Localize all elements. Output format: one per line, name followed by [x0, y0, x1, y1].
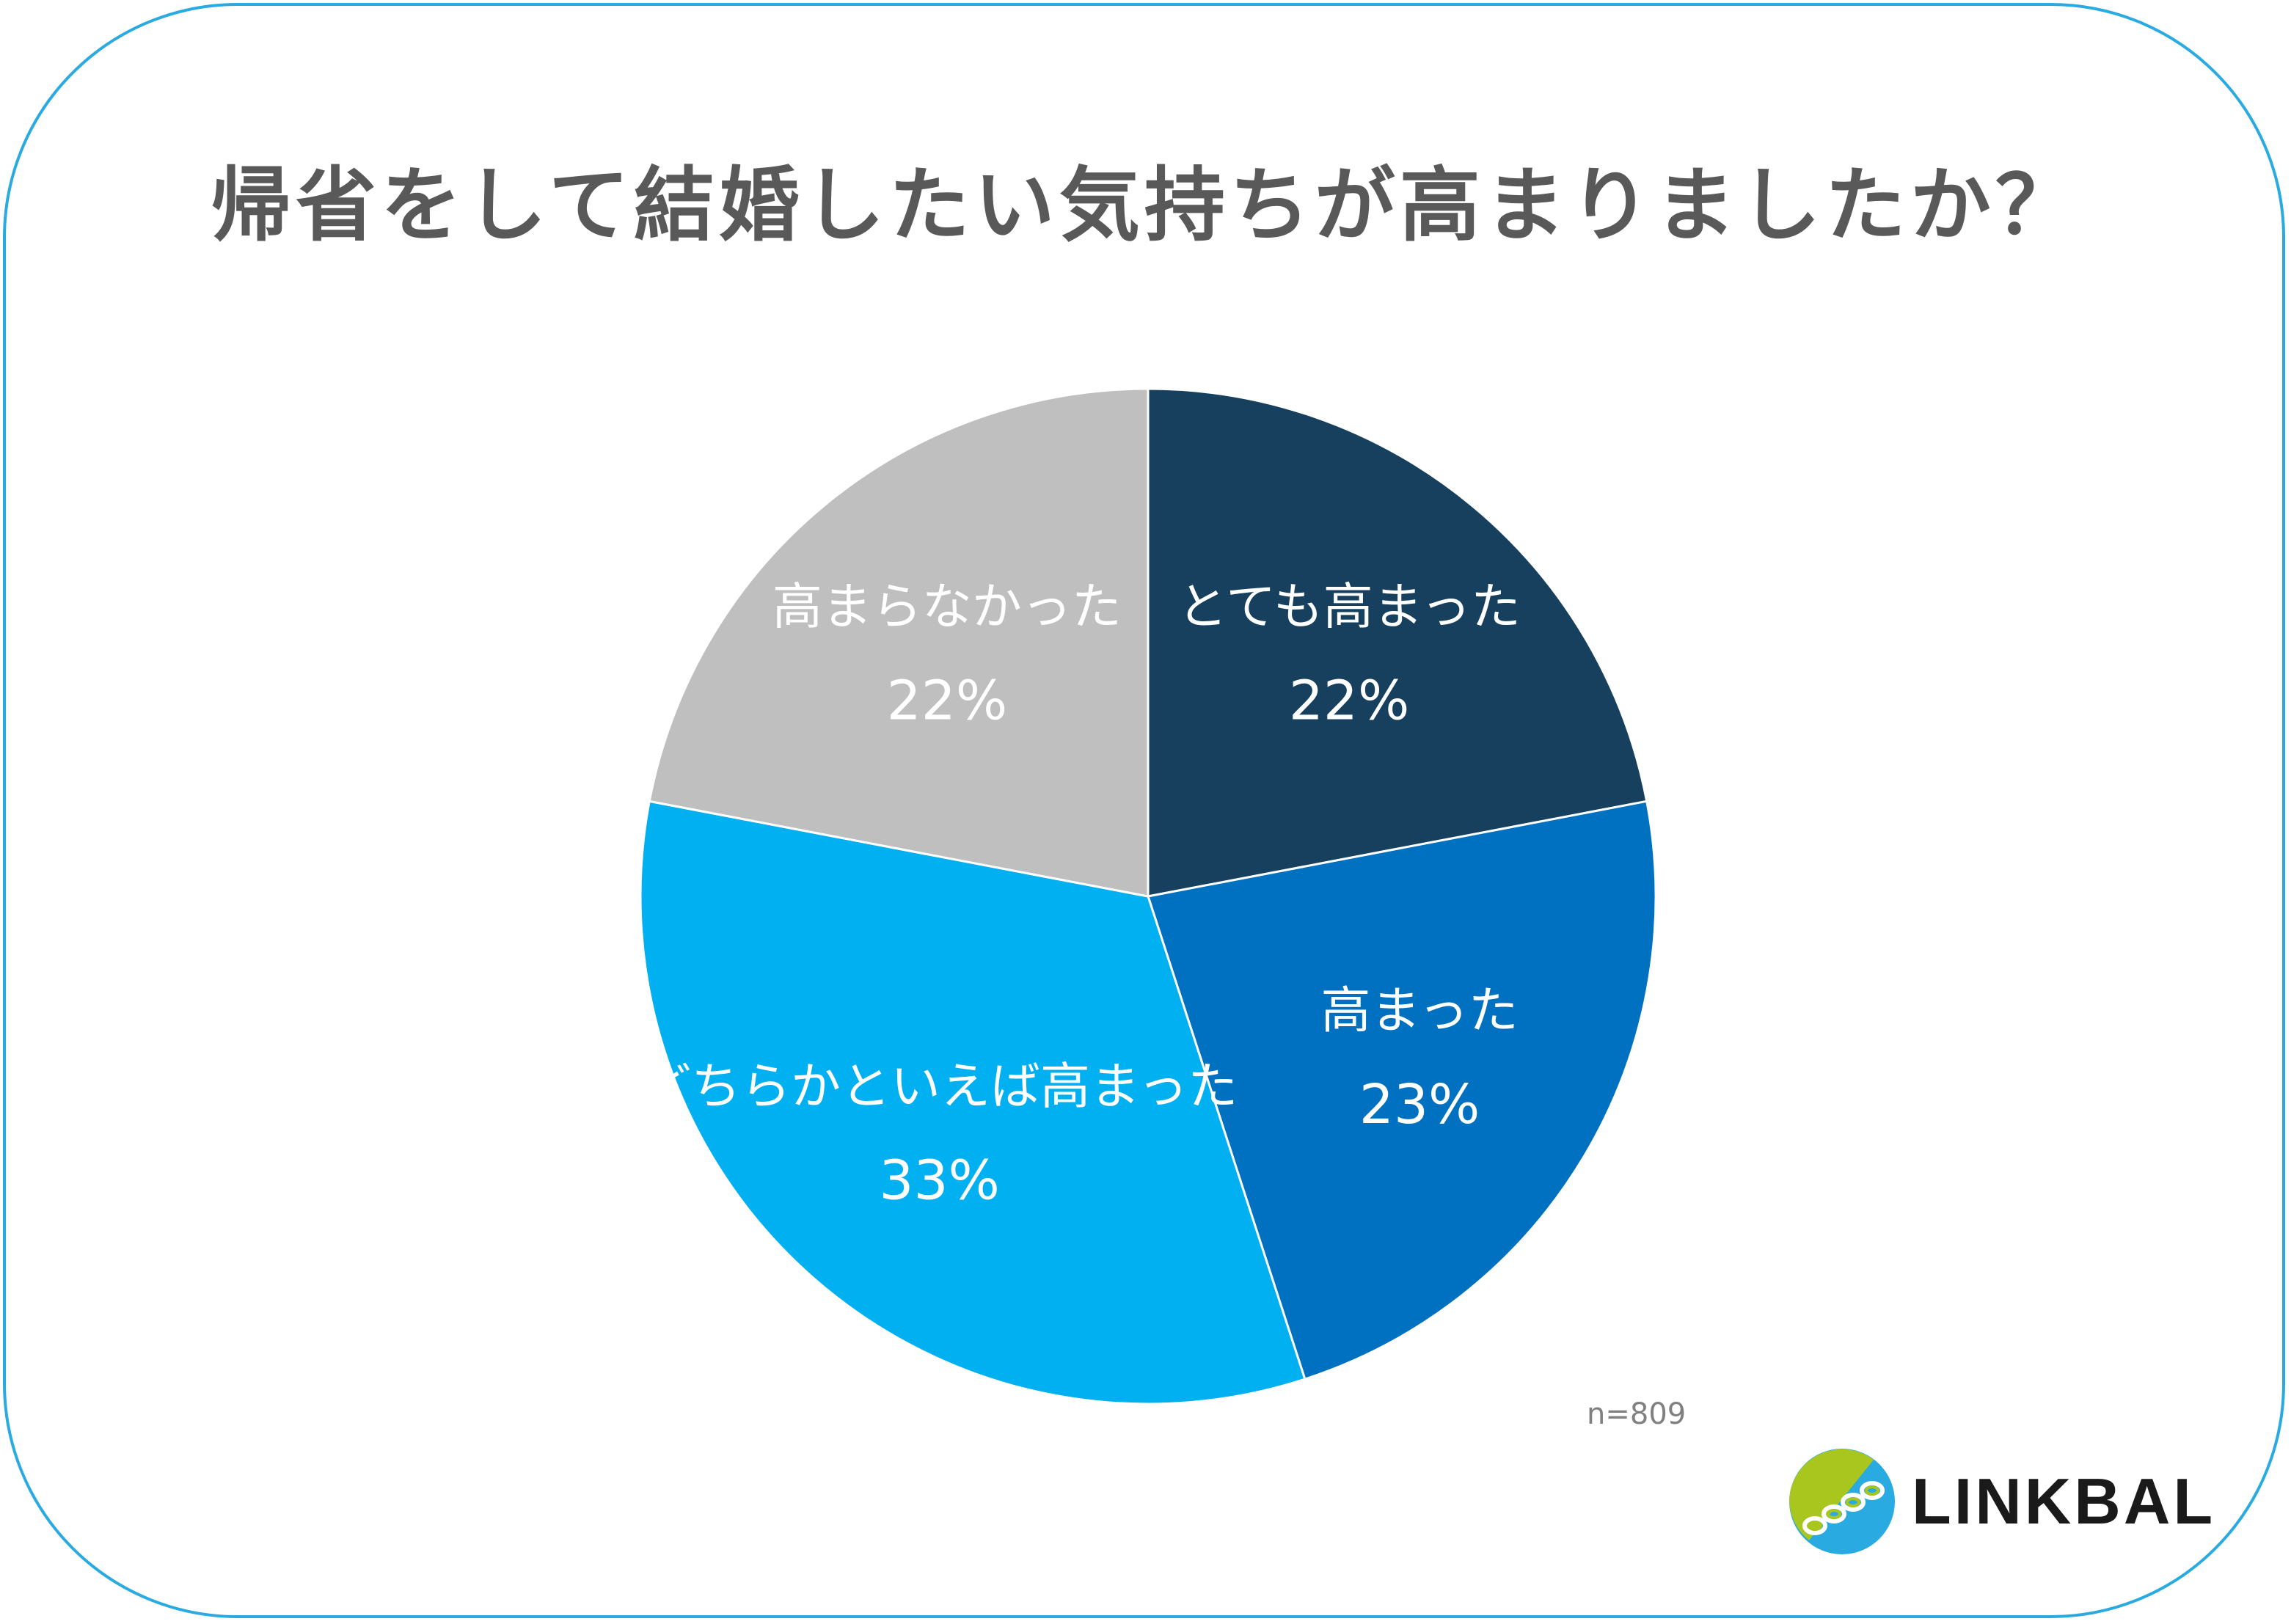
pie-labels: とても高まった 22% 高まった 23% どちらかといえば高まった 33% 高まらなかった 2…: [641, 579, 1521, 1212]
pie-slice-1: [1147, 387, 1648, 898]
chart-title: 帰省をして結婚したい気持ちが高まりましたか？: [211, 158, 2080, 252]
linkbal-logo: LINKBAL: [1787, 1446, 2215, 1557]
pie-slice-value-2: 23%: [1359, 1073, 1480, 1136]
pie-slice-4: [648, 387, 1150, 898]
pie-slice-label-1: とても高まった: [1177, 579, 1521, 637]
pie-slice-2: [1147, 800, 1657, 1381]
pie-slice-label-3: どちらかといえば高まった: [641, 1058, 1238, 1116]
pie-slice-label-4: 高まらなかった: [772, 579, 1122, 637]
linkbal-logo-icon: [1789, 1449, 1895, 1554]
pie-slice-value-4: 22%: [887, 670, 1007, 733]
sample-size-note: n=809: [1587, 1397, 1687, 1431]
pie-slices: [639, 387, 1657, 1405]
pie-slice-3: [639, 800, 1307, 1405]
pie-slice-value-1: 22%: [1289, 670, 1409, 733]
pie-slice-label-2: 高まった: [1320, 982, 1518, 1040]
pie-slice-value-3: 33%: [879, 1149, 999, 1212]
linkbal-logo-text: LINKBAL: [1912, 1465, 2216, 1537]
